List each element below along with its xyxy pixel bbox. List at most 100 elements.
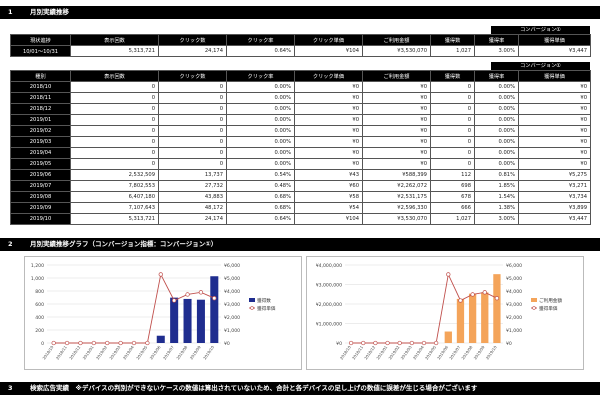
column-header: クリック率 xyxy=(226,70,295,82)
right-tick-label: ¥6,000 xyxy=(506,263,522,269)
table-cell: 0 xyxy=(158,125,227,137)
column-header: ご利用金額 xyxy=(362,70,431,82)
table-cell: 0.00% xyxy=(474,114,519,126)
column-header: クリック率 xyxy=(226,34,295,46)
summary-cell: ¥104 xyxy=(294,45,363,57)
x-tick-label: 2019/05 xyxy=(135,344,148,360)
table-cell: 0 xyxy=(70,136,159,148)
left-tick-label: 800 xyxy=(35,289,44,295)
line-point xyxy=(482,290,487,295)
right-tick-label: ¥6,000 xyxy=(224,263,240,269)
table-cell: ¥0 xyxy=(518,125,591,137)
column-header: クリック数 xyxy=(158,70,227,82)
table-cell: 0 xyxy=(70,81,159,93)
line-point xyxy=(446,272,451,277)
table-cell: 678 xyxy=(430,191,475,203)
legend-line-label: 獲得単価 xyxy=(539,305,558,312)
table-cell: 0 xyxy=(70,125,159,137)
table-cell: ¥0 xyxy=(362,158,431,170)
table-cell: 0.00% xyxy=(226,147,295,159)
table-cell: 0.68% xyxy=(226,202,295,214)
line-point xyxy=(198,290,204,295)
right-tick-label: ¥4,000 xyxy=(506,289,522,295)
table-cell: 0.00% xyxy=(226,103,295,115)
line-point xyxy=(212,296,217,301)
right-tick-label: ¥0 xyxy=(506,341,512,347)
right-tick-label: ¥0 xyxy=(224,341,230,347)
table-cell: 0.54% xyxy=(226,169,295,181)
table-cell: 0.00% xyxy=(474,92,519,104)
table-row: 2019/06 2,532,509 13,737 0.54% ¥43 ¥588,399 11… xyxy=(10,169,591,181)
x-tick-label: 2019/01 xyxy=(82,344,95,360)
table-cell: ¥0 xyxy=(362,103,431,115)
right-tick-label: ¥4,000 xyxy=(224,289,240,295)
left-tick-label: ¥2,000,000 xyxy=(316,302,342,308)
table-cell: 0 xyxy=(430,114,475,126)
table-row: 2019/03 0 0 0.00% ¥0 ¥0 0 0.00% ¥0 xyxy=(10,136,591,148)
chart-conversions: 0 200 400 600 800 1,000 1,200 ¥0 ¥1,000 ¥2,000 ¥3,… xyxy=(24,256,302,370)
x-tick-label: 2019/02 xyxy=(95,344,108,360)
line-point xyxy=(494,296,500,301)
table-cell: 0 xyxy=(158,136,227,148)
line-point xyxy=(172,298,177,303)
table-row: 2019/04 0 0 0.00% ¥0 ¥0 0 0.00% ¥0 xyxy=(10,147,591,159)
column-header: 獲得率 xyxy=(474,34,519,46)
line-point xyxy=(434,340,439,346)
month-label: 2018/10 xyxy=(10,81,71,93)
legend-line-label: 獲得単価 xyxy=(257,305,276,312)
right-tick-label: ¥1,000 xyxy=(506,328,522,334)
right-tick-label: ¥2,000 xyxy=(506,315,522,321)
table-cell: ¥0 xyxy=(294,158,363,170)
table-row: 2019/01 0 0 0.00% ¥0 ¥0 0 0.00% ¥0 xyxy=(10,114,591,126)
table-cell: 2,532,509 xyxy=(70,169,159,181)
table-cell: ¥0 xyxy=(518,114,591,126)
table-cell: 0 xyxy=(70,158,159,170)
table-cell: ¥58 xyxy=(294,191,363,203)
table-row: 2019/08 6,407,180 43,883 0.68% ¥58 ¥2,531,175… xyxy=(10,191,591,203)
line-point xyxy=(105,340,110,346)
line-point xyxy=(91,340,96,346)
table-cell: 0 xyxy=(158,114,227,126)
table-cell: ¥0 xyxy=(362,125,431,137)
section-1-header: 1 月別実績推移 xyxy=(0,6,600,19)
legend-bar-swatch xyxy=(531,298,537,302)
column-header: 種別 xyxy=(10,70,71,82)
table-cell: 0 xyxy=(430,103,475,115)
section-3-header: 3 検索広告実績 ※デバイスの判別ができないケースの数値は算出されていないため、… xyxy=(0,382,600,395)
table-cell: ¥3,899 xyxy=(518,202,591,214)
table-cell: 0.00% xyxy=(474,147,519,159)
column-header: 獲得数 xyxy=(430,34,475,46)
table-cell: 6,407,180 xyxy=(70,191,159,203)
left-tick-label: ¥3,000,000 xyxy=(316,282,342,288)
section-2-header: 2 月別実績推移グラフ（コンバージョン指標：コンバージョン①） xyxy=(0,238,600,251)
right-tick-label: ¥1,000 xyxy=(224,328,240,334)
table-row: 2019/09 7,107,643 48,172 0.68% ¥54 ¥2,596,330… xyxy=(10,202,591,214)
column-header: クリック単価 xyxy=(294,70,363,82)
month-label: 2019/02 xyxy=(10,125,71,137)
table-cell: 0.00% xyxy=(226,92,295,104)
table-cell: 0 xyxy=(430,125,475,137)
line-point xyxy=(421,340,427,346)
table-cell: ¥0 xyxy=(294,114,363,126)
table-cell: ¥0 xyxy=(362,147,431,159)
table-cell: 0 xyxy=(430,92,475,104)
right-tick-label: ¥2,000 xyxy=(224,315,240,321)
table-cell: 13,737 xyxy=(158,169,227,181)
left-tick-label: 1,200 xyxy=(31,263,44,269)
table-row: 2019/07 7,802,553 27,732 0.48% ¥60 ¥2,262,072… xyxy=(10,180,591,192)
x-tick-label: 2019/08 xyxy=(175,344,188,360)
month-label: 2019/05 xyxy=(10,158,71,170)
table-cell: ¥0 xyxy=(362,92,431,104)
line-point xyxy=(361,340,366,346)
summary-cell: 3.00% xyxy=(474,45,519,57)
table-cell: 112 xyxy=(430,169,475,181)
month-label: 2019/06 xyxy=(10,169,71,181)
bar xyxy=(444,331,452,343)
table-cell: ¥5,275 xyxy=(518,169,591,181)
table-cell: ¥3,271 xyxy=(518,180,591,192)
table-cell: 0.00% xyxy=(226,81,295,93)
table-cell: ¥0 xyxy=(294,147,363,159)
x-tick-label: 2019/03 xyxy=(108,344,121,360)
table-cell: ¥0 xyxy=(294,125,363,137)
summary-cell: 0.64% xyxy=(226,45,295,57)
